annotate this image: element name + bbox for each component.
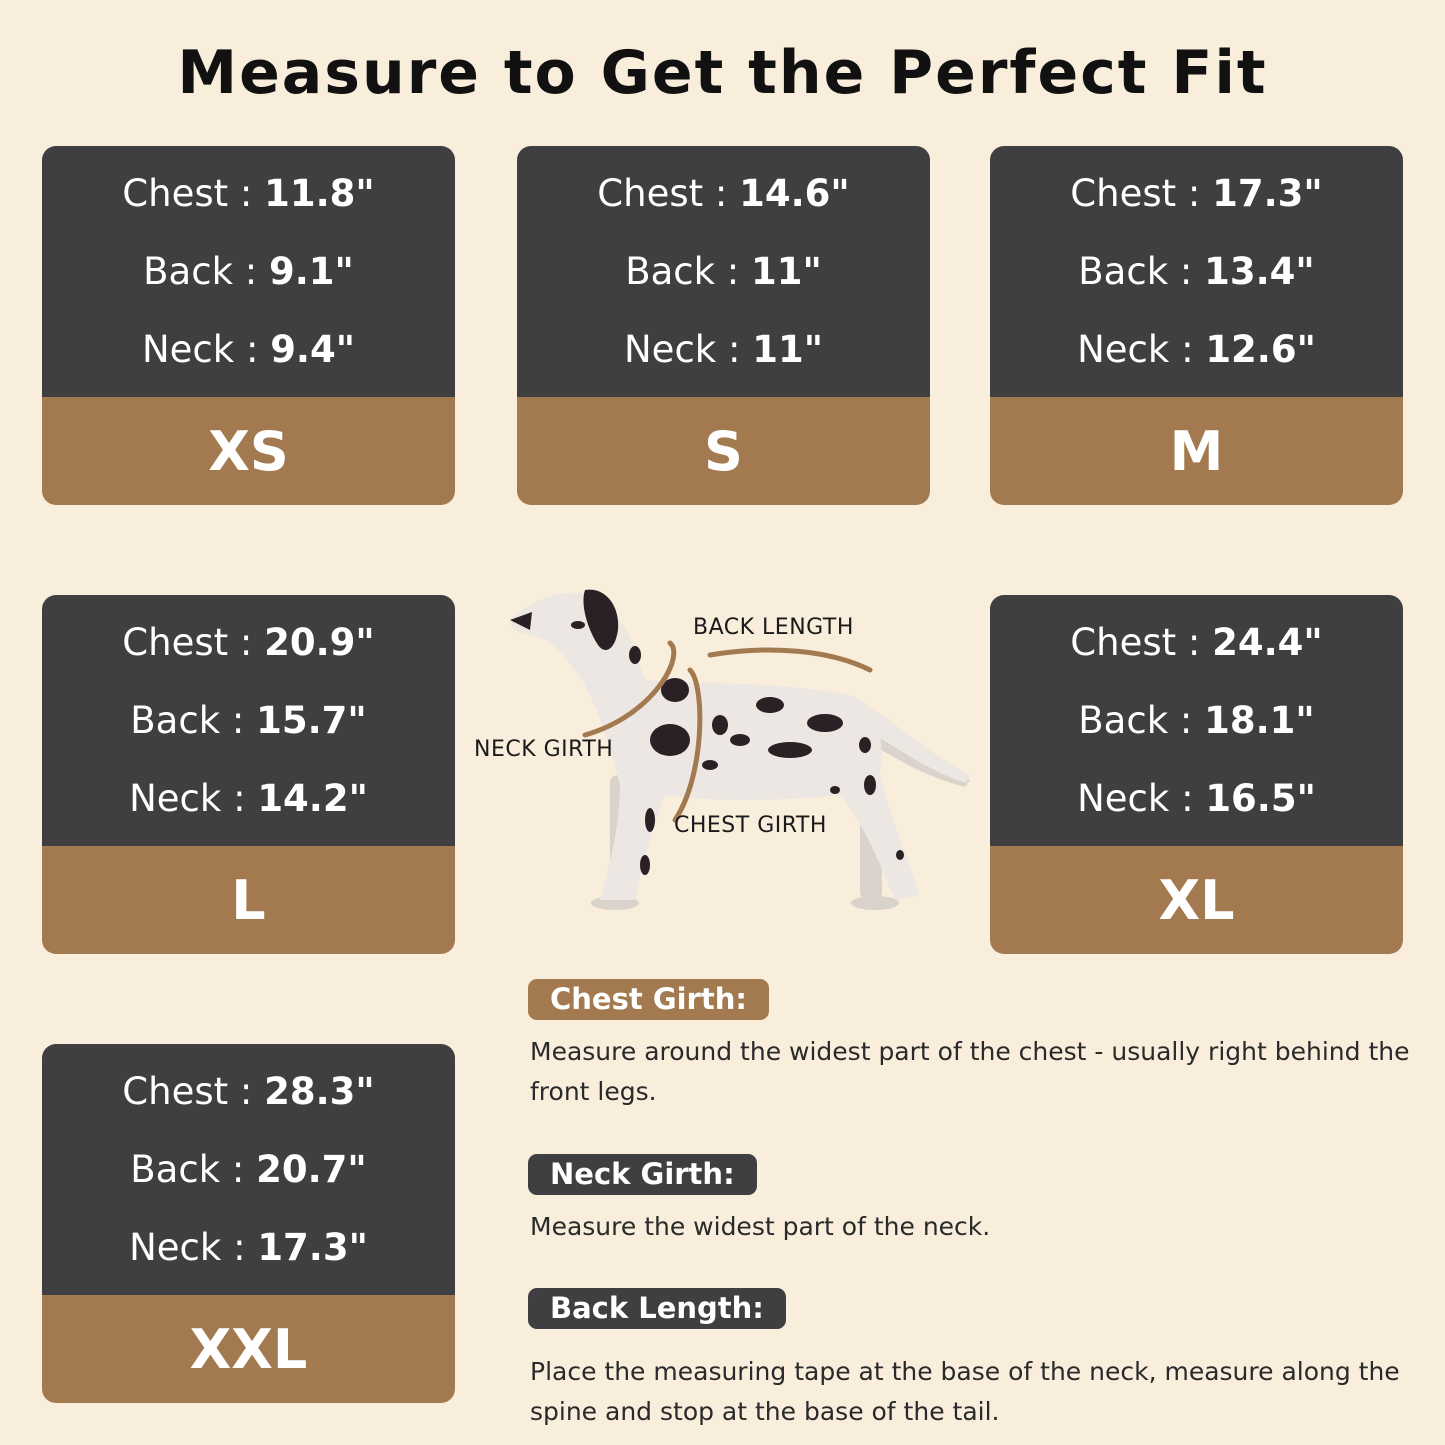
chest-measurement: Chest : 20.9" [122, 616, 374, 670]
chest-label: Chest : [597, 171, 728, 215]
neck-measurement: Neck : 11" [624, 323, 823, 377]
back-measurement: Back : 15.7" [130, 694, 366, 748]
chest-value: 14.6" [739, 171, 850, 215]
back-length-description: Place the measuring tape at the base of … [530, 1357, 1400, 1426]
chest-value: 20.9" [264, 620, 375, 664]
measurements-panel: Chest : 17.3" Back : 13.4" Neck : 12.6" [990, 146, 1403, 397]
neck-measurement: Neck : 14.2" [129, 772, 368, 826]
neck-measurement: Neck : 17.3" [129, 1221, 368, 1275]
chest-measurement: Chest : 28.3" [122, 1065, 374, 1119]
chest-value: 11.8" [264, 171, 375, 215]
back-measurement: Back : 11" [625, 245, 822, 299]
size-card-xxl: Chest : 28.3" Back : 20.7" Neck : 17.3" XXL [42, 1044, 455, 1403]
neck-measurement: Neck : 16.5" [1077, 772, 1316, 826]
neck-value: 11" [752, 327, 823, 371]
size-label: XL [990, 846, 1403, 954]
size-label: XXL [42, 1295, 455, 1403]
page-title: Measure to Get the Perfect Fit [177, 38, 1268, 108]
back-length-heading: Back Length: [528, 1288, 786, 1329]
back-label: Back : [143, 249, 258, 293]
neck-value: 14.2" [257, 776, 368, 820]
measurements-panel: Chest : 11.8" Back : 9.1" Neck : 9.4" [42, 146, 455, 397]
neck-label: Neck : [141, 327, 259, 371]
neck-value: 12.6" [1205, 327, 1316, 371]
back-length-label: BACK LENGTH [693, 615, 854, 640]
neck-label: Neck : [624, 327, 741, 371]
neck-value: 17.3" [257, 1225, 368, 1269]
size-card-xl: Chest : 24.4" Back : 18.1" Neck : 16.5" XL [990, 595, 1403, 954]
chest-label: Chest : [1070, 171, 1201, 215]
back-value: 18.1" [1204, 698, 1315, 742]
size-label: S [517, 397, 930, 505]
chest-measurement: Chest : 17.3" [1070, 167, 1322, 221]
neck-girth-description: Measure the widest part of the neck. [530, 1212, 991, 1241]
neck-label: Neck : [1077, 327, 1194, 371]
back-measurement: Back : 18.1" [1078, 694, 1314, 748]
back-label: Back : [130, 1147, 245, 1191]
neck-label: Neck : [129, 1225, 246, 1269]
back-measurement: Back : 9.1" [143, 245, 354, 299]
chest-label: Chest : [1070, 620, 1201, 664]
neck-value: 9.4" [270, 327, 356, 371]
measurements-panel: Chest : 14.6" Back : 11" Neck : 11" [517, 146, 930, 397]
chest-measurement: Chest : 14.6" [597, 167, 849, 221]
chest-label: Chest : [122, 620, 253, 664]
back-label: Back : [1078, 249, 1193, 293]
dalmatian-illustration [510, 589, 970, 910]
neck-measurement: Neck : 12.6" [1077, 323, 1316, 377]
size-card-s: Chest : 14.6" Back : 11" Neck : 11" S [517, 146, 930, 505]
neck-girth-heading: Neck Girth: [528, 1154, 757, 1195]
measurements-panel: Chest : 20.9" Back : 15.7" Neck : 14.2" [42, 595, 455, 846]
measurements-panel: Chest : 28.3" Back : 20.7" Neck : 17.3" [42, 1044, 455, 1295]
back-value: 9.1" [269, 249, 354, 293]
size-card-xs: Chest : 11.8" Back : 9.1" Neck : 9.4" XS [42, 146, 455, 505]
back-label: Back : [1078, 698, 1193, 742]
size-card-m: Chest : 17.3" Back : 13.4" Neck : 12.6" M [990, 146, 1403, 505]
back-label: Back : [130, 698, 245, 742]
back-value: 15.7" [256, 698, 367, 742]
chest-girth-heading: Chest Girth: [528, 979, 769, 1020]
size-label: M [990, 397, 1403, 505]
back-measurement: Back : 20.7" [130, 1143, 366, 1197]
chest-measurement: Chest : 24.4" [1070, 616, 1322, 670]
chest-label: Chest : [122, 171, 253, 215]
chest-label: Chest : [122, 1069, 253, 1113]
chest-girth-description: Measure around the widest part of the ch… [530, 1037, 1410, 1106]
neck-label: Neck : [129, 776, 246, 820]
dog-spots-icon [510, 589, 904, 875]
back-measurement: Back : 13.4" [1078, 245, 1314, 299]
neck-girth-label: NECK GIRTH [474, 737, 614, 762]
size-label: L [42, 846, 455, 954]
back-value: 20.7" [256, 1147, 367, 1191]
chest-value: 17.3" [1212, 171, 1323, 215]
back-value: 13.4" [1204, 249, 1315, 293]
chest-measurement: Chest : 11.8" [122, 167, 374, 221]
neck-measurement: Neck : 9.4" [142, 323, 355, 377]
size-card-l: Chest : 20.9" Back : 15.7" Neck : 14.2" L [42, 595, 455, 954]
neck-label: Neck : [1077, 776, 1194, 820]
chest-value: 28.3" [264, 1069, 375, 1113]
neck-value: 16.5" [1205, 776, 1316, 820]
measure-lines-icon [582, 640, 873, 823]
back-label: Back : [625, 249, 740, 293]
dog-body-icon [510, 592, 970, 900]
measurements-panel: Chest : 24.4" Back : 18.1" Neck : 16.5" [990, 595, 1403, 846]
chest-value: 24.4" [1212, 620, 1323, 664]
chest-girth-label: CHEST GIRTH [674, 813, 827, 838]
back-value: 11" [751, 249, 822, 293]
size-label: XS [42, 397, 455, 505]
